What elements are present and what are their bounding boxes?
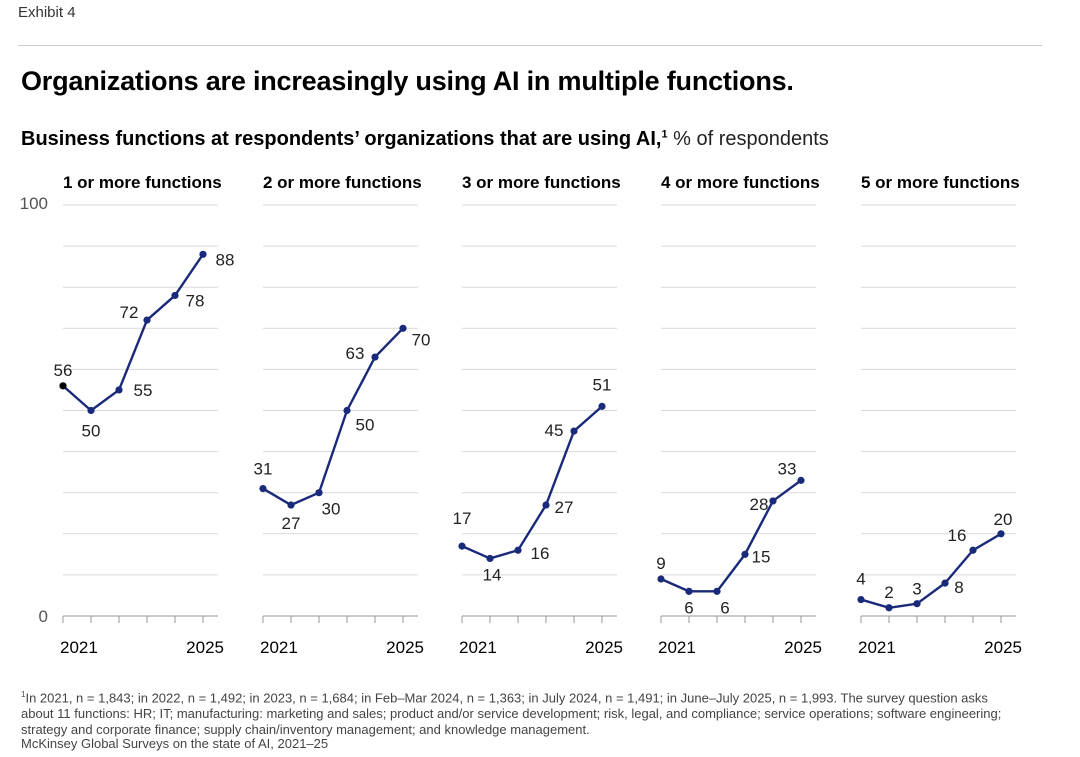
data-point xyxy=(171,291,179,300)
data-point xyxy=(115,386,123,394)
x-tick-label: 2025 xyxy=(585,638,623,657)
unit-label: % of respondents xyxy=(667,128,829,150)
data-point xyxy=(542,501,550,509)
data-label: 16 xyxy=(531,544,550,563)
x-tick-label: 2021 xyxy=(858,638,896,657)
small-multiples-chart: 0 100 1 or more functions 2021 2025 56 50 55 72 7… xyxy=(20,173,1022,657)
series-line xyxy=(860,532,1002,609)
header-divider xyxy=(18,45,1042,46)
footnote-marker: 1 xyxy=(21,690,26,699)
data-point xyxy=(315,489,323,497)
data-label: 4 xyxy=(856,570,865,589)
y-tick-label: 100 xyxy=(20,194,48,213)
panel-title: 5 or more functions xyxy=(861,173,1020,192)
x-tick-label: 2021 xyxy=(260,638,298,657)
x-tick-label: 2021 xyxy=(658,638,696,657)
data-point xyxy=(143,316,151,324)
data-point xyxy=(87,406,95,415)
data-label: 6 xyxy=(720,598,729,617)
subtitle-footnote-marker: 1 xyxy=(661,128,668,141)
series-line xyxy=(660,479,802,593)
data-point xyxy=(769,497,777,505)
data-point xyxy=(458,542,466,550)
data-label: 50 xyxy=(82,422,101,441)
x-tick-label: 2025 xyxy=(186,638,224,657)
data-label: 31 xyxy=(254,460,273,479)
panel-4: 4 or more functions 2021 2025 9 6 6 15 28 33 xyxy=(656,173,822,657)
y-tick-label: 0 xyxy=(39,607,48,626)
data-label: 28 xyxy=(750,495,769,514)
series-line xyxy=(262,327,404,507)
panel-title: 1 or more functions xyxy=(63,173,222,192)
data-point xyxy=(287,501,295,509)
data-label: 6 xyxy=(684,598,693,617)
data-point xyxy=(514,546,522,554)
chart-title: Organizations are increasingly using AI … xyxy=(21,66,794,96)
data-label: 8 xyxy=(954,578,963,597)
x-tick-label: 2025 xyxy=(984,638,1022,657)
data-point xyxy=(486,554,494,563)
source-note: McKinsey Global Surveys on the state of … xyxy=(21,736,329,751)
data-label: 45 xyxy=(545,421,564,440)
data-point xyxy=(199,250,207,258)
exhibit-label: Exhibit 4 xyxy=(18,4,76,21)
panel-3: 3 or more functions 2021 2025 17 14 16 27 45 51 xyxy=(453,173,623,657)
data-point xyxy=(997,530,1005,538)
data-label: 63 xyxy=(346,344,365,363)
data-label: 56 xyxy=(54,361,73,380)
panel-5: 5 or more functions 2021 2025 42 3 8 16 20 xyxy=(856,173,1022,657)
data-label: 88 xyxy=(216,250,235,269)
subtitle-text: Business functions at respondents’ organ… xyxy=(21,128,662,150)
data-point xyxy=(713,587,721,595)
x-tick-label: 2025 xyxy=(386,638,424,657)
data-label: 2 xyxy=(884,583,893,602)
data-label: 50 xyxy=(356,416,375,435)
data-label: 9 xyxy=(656,554,665,573)
data-label: 70 xyxy=(412,330,431,349)
panel-1: 1 or more functions 2021 2025 56 50 55 72 78 88 xyxy=(54,173,235,657)
chart-subtitle: Business functions at respondents’ organ… xyxy=(21,128,829,151)
data-label: 78 xyxy=(186,291,205,310)
data-label: 17 xyxy=(453,509,472,528)
data-label: 27 xyxy=(282,514,301,533)
data-label: 55 xyxy=(134,381,153,400)
data-point xyxy=(598,402,606,410)
data-label: 20 xyxy=(994,510,1013,529)
series-line xyxy=(62,253,204,412)
data-point xyxy=(343,406,351,415)
data-point xyxy=(685,587,693,595)
data-label: 33 xyxy=(778,459,797,478)
data-point xyxy=(885,604,893,612)
panel-2: 2 or more functions 2021 2025 31 27 30 50 63 70 xyxy=(254,173,431,657)
footnote-text: In 2021, n = 1,843; in 2022, n = 1,492; … xyxy=(21,690,1002,738)
data-point xyxy=(371,353,379,361)
data-point xyxy=(913,600,921,608)
data-label: 3 xyxy=(912,580,921,599)
data-point xyxy=(941,579,949,587)
data-point xyxy=(657,575,665,583)
data-point xyxy=(259,484,267,493)
data-point xyxy=(857,595,865,604)
data-label: 30 xyxy=(322,500,341,519)
panel-title: 3 or more functions xyxy=(462,173,621,192)
x-tick-label: 2025 xyxy=(784,638,822,657)
x-tick-label: 2021 xyxy=(60,638,98,657)
data-point xyxy=(797,476,805,484)
data-label: 14 xyxy=(483,565,502,584)
data-point xyxy=(969,546,977,554)
data-label: 16 xyxy=(948,526,967,545)
x-tick-label: 2021 xyxy=(459,638,497,657)
data-label: 27 xyxy=(555,498,574,517)
panel-title: 4 or more functions xyxy=(661,173,820,192)
panel-title: 2 or more functions xyxy=(263,173,422,192)
footnote: 1In 2021, n = 1,843; in 2022, n = 1,492;… xyxy=(21,687,1021,738)
data-point xyxy=(570,427,578,435)
data-point xyxy=(59,382,67,390)
data-label: 15 xyxy=(752,547,771,566)
data-point xyxy=(399,324,407,332)
data-point xyxy=(741,550,749,558)
series-line xyxy=(461,405,603,560)
data-label: 72 xyxy=(120,303,139,322)
data-label: 51 xyxy=(593,375,612,394)
